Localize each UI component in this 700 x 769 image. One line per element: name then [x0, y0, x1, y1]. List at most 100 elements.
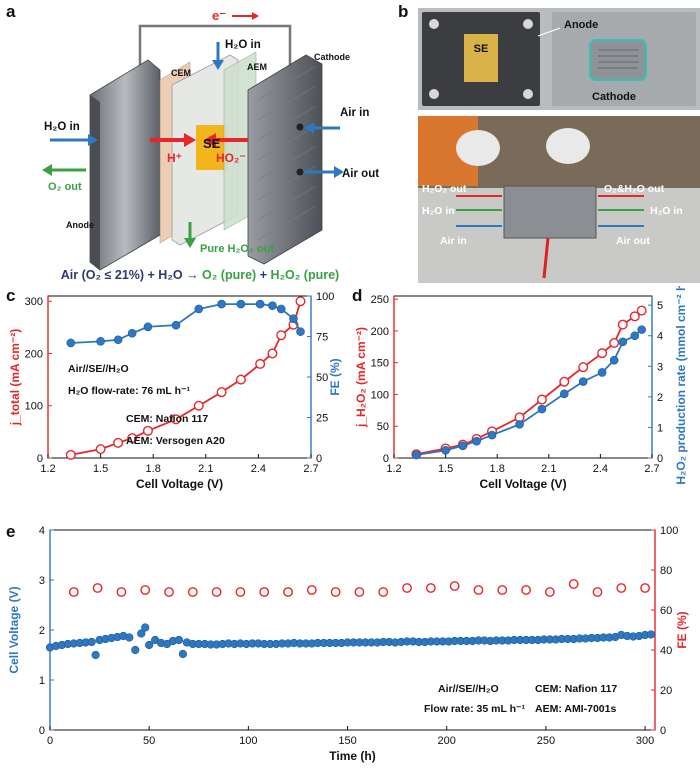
anode-plate-side — [90, 95, 100, 270]
se-sample — [464, 34, 498, 82]
y-right-tick-label: 75 — [316, 332, 328, 344]
y-right-tick-label: 0 — [660, 725, 666, 737]
chart-d: 1.2 1.5 1.8 2.1 2.4 2.7050100150200250012345C… — [354, 286, 688, 491]
data-point — [137, 629, 146, 638]
data-point — [646, 630, 656, 639]
label-cem: CEM — [171, 68, 191, 78]
data-point — [170, 414, 181, 425]
y-left-tick-label: 4 — [39, 525, 45, 537]
label-h2o-in-top: H₂O in — [225, 39, 261, 51]
y-right-axis-label: H₂O₂ production rate (mmol cm⁻² h⁻¹) — [674, 286, 688, 485]
data-point — [425, 583, 436, 593]
data-point — [259, 587, 270, 597]
photo-label-o2-h2o-out: O₂&H₂O out — [604, 183, 665, 195]
photo-label-h2o-in-left: H₂O in — [422, 205, 455, 217]
y-left-tick-label: 3 — [39, 575, 45, 587]
data-point — [235, 374, 246, 385]
data-point — [609, 355, 619, 365]
data-point — [211, 587, 222, 597]
data-point — [142, 425, 153, 436]
data-point — [91, 650, 100, 660]
data-point — [127, 328, 137, 338]
data-point — [618, 337, 628, 347]
bolt — [523, 19, 533, 29]
data-point — [255, 358, 266, 369]
cell-device — [503, 185, 597, 239]
x-tick-label: 2.4 — [593, 463, 608, 475]
cell-schematic: e⁻ H₂O in CEM AEM Cathode H₂O in Air in … — [42, 8, 379, 282]
data-point — [255, 299, 265, 309]
ho2-minus-arrow — [204, 133, 248, 147]
data-point — [578, 362, 589, 373]
data-point — [449, 581, 460, 591]
label-air-in: Air in — [340, 107, 369, 119]
data-point — [171, 320, 181, 330]
label-pure-h2o2-out: Pure H₂O₂ out — [200, 243, 274, 255]
data-point — [66, 338, 76, 348]
data-point — [629, 311, 640, 322]
data-point — [609, 338, 620, 349]
y-right-tick-label: 50 — [316, 372, 328, 384]
data-point — [458, 441, 468, 451]
label-ho2-minus: HO₂⁻ — [216, 151, 246, 165]
y-left-tick-label: 100 — [25, 401, 43, 413]
chart-annotation: Air//SE//H₂O — [438, 683, 499, 695]
y-right-tick-label: 60 — [660, 605, 672, 617]
cathode-port — [296, 123, 304, 131]
data-point — [125, 633, 134, 642]
x-tick-label: 200 — [438, 735, 456, 747]
y-left-tick-label: 0 — [37, 453, 43, 465]
label-cathode: Cathode — [314, 52, 350, 62]
data-point — [141, 623, 150, 632]
y-right-tick-label: 100 — [660, 525, 678, 537]
bolt — [429, 19, 439, 29]
panel-letter-b: b — [398, 2, 409, 21]
data-point — [95, 444, 106, 455]
photo-label-air-in: Air in — [440, 235, 467, 247]
y-left-axis-label: Cell Voltage (V) — [7, 586, 21, 673]
anode-pointer — [537, 27, 561, 37]
data-point — [472, 436, 481, 446]
x-tick-label: 1.2 — [40, 463, 55, 475]
y-left-tick-label: 0 — [39, 725, 45, 737]
data-point — [140, 585, 151, 595]
y-left-tick-label: 0 — [383, 453, 389, 465]
data-point — [65, 449, 76, 460]
y-right-tick-label: 2 — [657, 392, 663, 404]
y-right-tick-label: 0 — [657, 453, 663, 465]
panel-letter-a: a — [6, 2, 16, 21]
label-air-out: Air out — [342, 168, 379, 180]
data-point — [235, 587, 246, 597]
x-tick-label: 2.1 — [198, 463, 213, 475]
data-point — [354, 587, 365, 597]
y-right-axis-label: FE (%) — [328, 358, 342, 395]
label-aem: AEM — [247, 62, 267, 72]
data-point — [267, 348, 278, 359]
air-out-arrow — [304, 166, 344, 178]
data-point — [283, 587, 293, 597]
data-point — [143, 322, 153, 332]
data-point — [268, 301, 277, 311]
photo-label-h2o2-out: H₂O₂ out — [422, 183, 467, 195]
panel-letter-c: c — [6, 286, 16, 305]
data-point — [616, 583, 627, 593]
data-point — [113, 335, 123, 345]
photo-label-h2o-in-right: H₂O in — [650, 205, 683, 217]
photo-label-anode: Anode — [564, 19, 598, 31]
data-point — [296, 327, 305, 336]
pump-left — [456, 130, 500, 166]
data-point — [217, 299, 226, 309]
electron-label: e⁻ — [212, 8, 226, 23]
data-point — [178, 649, 188, 659]
data-point — [306, 585, 317, 595]
label-o2-out: O₂ out — [48, 181, 82, 193]
pure-h2o2-out-arrow — [184, 222, 196, 248]
x-axis-label: Cell Voltage (V) — [136, 477, 223, 491]
cathode-port — [296, 168, 304, 176]
data-point — [637, 325, 646, 334]
data-point — [216, 387, 227, 398]
data-point — [630, 331, 640, 341]
chart-annotation: Flow rate: 35 mL h⁻¹ — [424, 703, 526, 715]
data-point — [578, 377, 588, 386]
y-right-tick-label: 80 — [660, 565, 672, 577]
